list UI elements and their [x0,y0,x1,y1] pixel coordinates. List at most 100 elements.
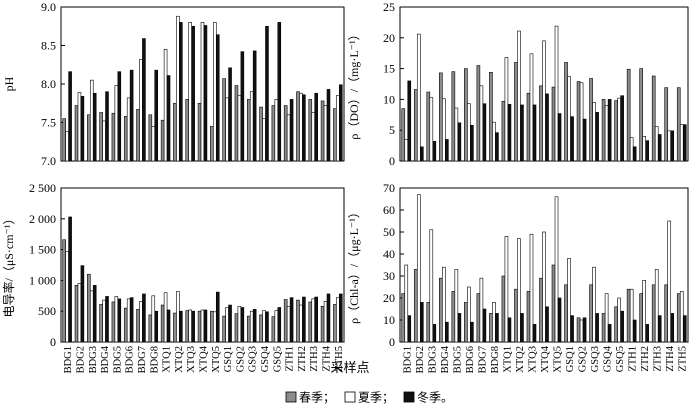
x-tick-label: ZTH3 [653,346,664,372]
bar-冬季-ZTH3 [657,315,662,343]
bar-冬季-BDG8 [495,313,499,343]
bar-春季-XTQ4 [197,102,202,162]
x-tick-label: ZTH3 [309,346,320,372]
bar-夏季-BDG8 [492,302,496,343]
chart-panel-4: 0 10 20 30 40 50 60 70 ρ（Chl-a）/（μg·L⁻¹） BDG1 BDG2… [347,181,689,373]
bar-春季-GSQ3 [589,78,593,162]
bar-夏季-XTQ3 [529,53,534,162]
bar-春季-XTQ3 [526,291,531,343]
chart-panels: 7.0 7.5 8.0 8.5 9.0 pH 0 5 10 15 20 25 ρ（DO）/（mg·L⁻¹… [1,0,689,373]
bar-春季-BDG5 [111,301,116,343]
x-tick-label: GSQ3 [248,346,259,372]
bar-冬季-BDG1 [68,71,72,162]
bar-春季-XTQ1 [160,304,165,343]
bar-夏季-XTQ1 [504,57,509,162]
bar-夏季-BDG8 [151,126,156,162]
bar-冬季-XTQ4 [203,309,208,343]
y-axis-title: ρ（DO）/（mg·L⁻¹） [347,28,361,139]
bar-夏季-ZTH1 [629,137,634,162]
bar-夏季-BDG2 [77,283,82,343]
bar-春季-ZTH2 [296,299,300,343]
bar-夏季-XTQ4 [542,231,546,343]
x-tick-label: ZTH4 [322,345,333,371]
x-tick-label: BDG5 [112,346,123,373]
bar-春季-BDG5 [451,71,456,162]
bar-冬季-GSQ2 [582,118,587,162]
bar-夏季-ZTH3 [311,112,316,162]
bar-夏季-ZTH3 [654,126,659,162]
bar-春季-ZTH3 [308,99,313,162]
bar-春季-XTQ4 [539,85,543,162]
y-tick-label: 40 [383,247,395,261]
bar-春季-ZTH3 [308,301,313,343]
bar-春季-XTQ5 [210,310,214,343]
x-tick-label: BDG1 [402,346,413,373]
bar-冬季-ZTH4 [670,130,675,162]
bar-夏季-ZTH5 [679,291,684,343]
bar-春季-BDG1 [62,239,66,343]
bar-春季-GSQ4 [259,314,263,343]
bar-春季-BDG3 [426,302,431,343]
y-tick-label: 7.5 [41,116,56,130]
bar-冬季-BDG8 [495,132,499,162]
bar-春季-GSQ3 [246,315,251,343]
y-tick-label: 2 000 [29,212,56,226]
bar-春季-BDG7 [476,293,481,343]
bar-春季-BDG7 [136,309,140,343]
bar-冬季-XTQ2 [179,310,183,343]
bar-夏季-BDG3 [429,229,434,343]
x-tick-label: XTQ1 [502,346,513,373]
bar-春季-BDG3 [426,91,431,162]
bar-春季-BDG4 [99,304,103,343]
y-tick-label: 10 [383,313,395,327]
y-tick-label: 500 [38,304,56,318]
bar-夏季-ZTH4 [667,220,672,343]
bar-春季-BDG8 [489,313,493,343]
bar-夏季-BDG6 [467,103,471,162]
bar-冬季-GSQ3 [252,309,257,343]
bar-春季-BDG2 [413,269,418,343]
bar-夏季-BDG4 [442,266,446,343]
bar-夏季-GSQ5 [617,97,621,162]
bar-冬季-ZTH5 [339,293,343,343]
bar-冬季-GSQ2 [240,51,245,162]
bar-夏季-XTQ4 [200,309,205,343]
bar-春季-ZTH5 [676,87,681,162]
x-tick-label: GSQ4 [260,345,271,372]
bar-冬季-XTQ1 [166,309,171,343]
x-tick-label: BDG3 [88,346,99,373]
bar-夏季-ZTH1 [629,288,634,343]
x-tick-label: GSQ5 [615,346,626,372]
bar-夏季-GSQ5 [274,310,279,343]
bar-冬季-BDG3 [432,140,437,162]
bar-夏季-GSQ1 [225,97,229,162]
y-tick-label: 8.5 [41,39,56,53]
bar-冬季-BDG2 [419,146,424,162]
bar-春季-GSQ3 [589,284,593,343]
bar-夏季-BDG7 [139,301,143,343]
y-tick-label: 60 [383,203,395,217]
bar-冬季-BDG7 [482,103,487,162]
bar-冬季-GSQ1 [570,315,574,343]
bar-夏季-ZTH2 [299,92,303,162]
y-tick-label: 2 500 [29,181,56,195]
bar-春季-BDG5 [451,291,456,343]
legend-swatch-1 [285,391,297,403]
bar-夏季-BDG5 [114,296,119,343]
bar-春季-GSQ4 [601,99,606,162]
bar-冬季-BDG5 [457,122,462,162]
y-tick-label: 8.0 [41,77,56,91]
y-tick-label: 5 [389,123,395,137]
bar-冬季-ZTH2 [302,94,306,162]
bar-春季-XTQ5 [551,86,556,162]
bar-冬季-ZTH4 [670,313,675,343]
x-tick-label: BDG8 [149,346,160,373]
chart-panel-1: 7.0 7.5 8.0 8.5 9.0 pH [2,0,345,168]
x-tick-label: BDG8 [490,346,501,373]
bar-夏季-BDG5 [454,269,459,343]
chart-panel-3: 0 500 1 000 1 500 2 000 2 500 电导率/（μS·cm⁻¹） BDG… [1,181,345,373]
bar-冬季-BDG7 [142,38,146,162]
bar-夏季-GSQ3 [249,310,254,343]
bar-夏季-GSQ1 [567,76,571,162]
bar-春季-BDG8 [489,72,493,162]
